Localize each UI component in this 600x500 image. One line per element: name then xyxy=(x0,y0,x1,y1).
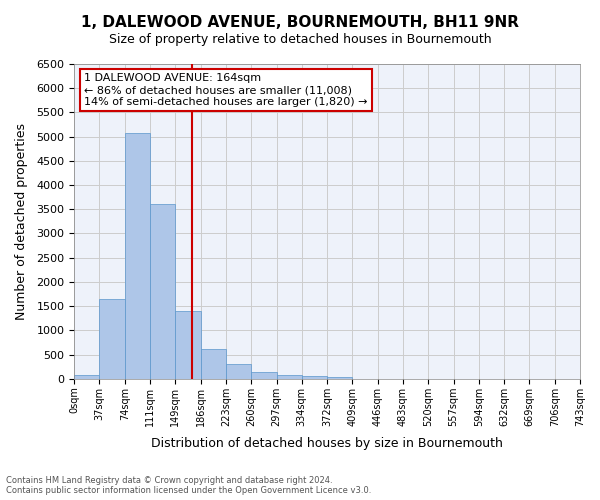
Bar xyxy=(100,299,125,379)
Bar xyxy=(150,204,175,379)
Y-axis label: Number of detached properties: Number of detached properties xyxy=(15,123,28,320)
Bar xyxy=(302,376,327,379)
Text: Size of property relative to detached houses in Bournemouth: Size of property relative to detached ho… xyxy=(109,32,491,46)
Bar xyxy=(327,377,352,379)
Bar xyxy=(125,133,150,379)
X-axis label: Distribution of detached houses by size in Bournemouth: Distribution of detached houses by size … xyxy=(151,437,503,450)
Text: Contains HM Land Registry data © Crown copyright and database right 2024.
Contai: Contains HM Land Registry data © Crown c… xyxy=(6,476,371,495)
Bar xyxy=(74,375,100,379)
Bar xyxy=(175,311,200,379)
Text: 1 DALEWOOD AVENUE: 164sqm
← 86% of detached houses are smaller (11,008)
14% of s: 1 DALEWOOD AVENUE: 164sqm ← 86% of detac… xyxy=(84,74,368,106)
Bar xyxy=(226,364,251,379)
Bar xyxy=(251,372,277,379)
Bar xyxy=(200,348,226,379)
Bar xyxy=(277,375,302,379)
Text: 1, DALEWOOD AVENUE, BOURNEMOUTH, BH11 9NR: 1, DALEWOOD AVENUE, BOURNEMOUTH, BH11 9N… xyxy=(81,15,519,30)
